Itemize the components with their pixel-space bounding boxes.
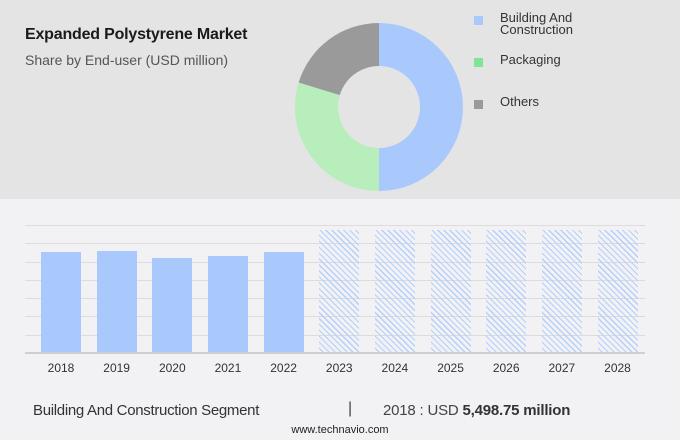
x-label-2021: 2021 <box>214 361 242 375</box>
bar-forecast-2024 <box>374 230 415 353</box>
donut-chart <box>295 23 463 191</box>
bar-2022 <box>263 252 304 353</box>
chart-title: Expanded Polystyrene Market <box>25 26 248 43</box>
gridline <box>25 225 645 226</box>
bar-forecast-2027 <box>541 230 582 353</box>
legend-swatch-icon <box>474 58 483 67</box>
bar-2019 <box>96 250 137 353</box>
segment-label: Building And Construction Segment <box>33 402 260 419</box>
x-label-2018: 2018 <box>47 361 75 375</box>
legend-item-building: Building And Construction <box>474 11 573 36</box>
x-label-2022: 2022 <box>270 361 297 375</box>
donut-slice-building <box>379 23 463 191</box>
donut-slice-packaging <box>295 82 379 191</box>
x-label-2028: 2028 <box>604 361 631 375</box>
legend-swatch-icon <box>474 100 483 109</box>
legend-item-others: Others <box>474 95 539 109</box>
x-label-2019: 2019 <box>103 361 130 375</box>
bar-forecast-2028 <box>597 230 638 353</box>
bar-chart-plot <box>25 215 647 355</box>
legend-swatch-icon <box>474 16 483 25</box>
x-label-2020: 2020 <box>158 361 186 375</box>
x-label-2024: 2024 <box>381 361 409 375</box>
legend-label: Building And Construction <box>500 10 573 37</box>
legend-label: Others <box>500 94 540 109</box>
bar-2018 <box>41 252 81 353</box>
bar-forecast-2025 <box>430 230 471 353</box>
legend-item-packaging: Packaging <box>474 53 561 67</box>
x-axis-baseline <box>25 352 645 354</box>
segment-value-prefix: 2018 : USD <box>383 402 463 419</box>
segment-value: 2018 : USD 5,498.75 million <box>383 402 570 419</box>
x-label-2025: 2025 <box>437 361 464 375</box>
chart-subtitle: Share by End-user (USD million) <box>25 52 229 68</box>
x-label-2023: 2023 <box>325 361 353 375</box>
donut-slice-others <box>298 23 379 96</box>
bar-forecast-2023 <box>319 230 360 353</box>
segment-value-amount: 5,498.75 million <box>462 402 571 419</box>
source-url: www.technavio.com <box>291 424 389 436</box>
x-label-2027: 2027 <box>548 361 576 375</box>
bar-2021 <box>207 255 248 353</box>
x-label-2026: 2026 <box>492 361 520 375</box>
footer-separator: | <box>348 400 353 417</box>
bar-forecast-2026 <box>486 230 527 353</box>
legend-label: Packaging <box>500 52 561 67</box>
bar-2020 <box>152 258 193 353</box>
